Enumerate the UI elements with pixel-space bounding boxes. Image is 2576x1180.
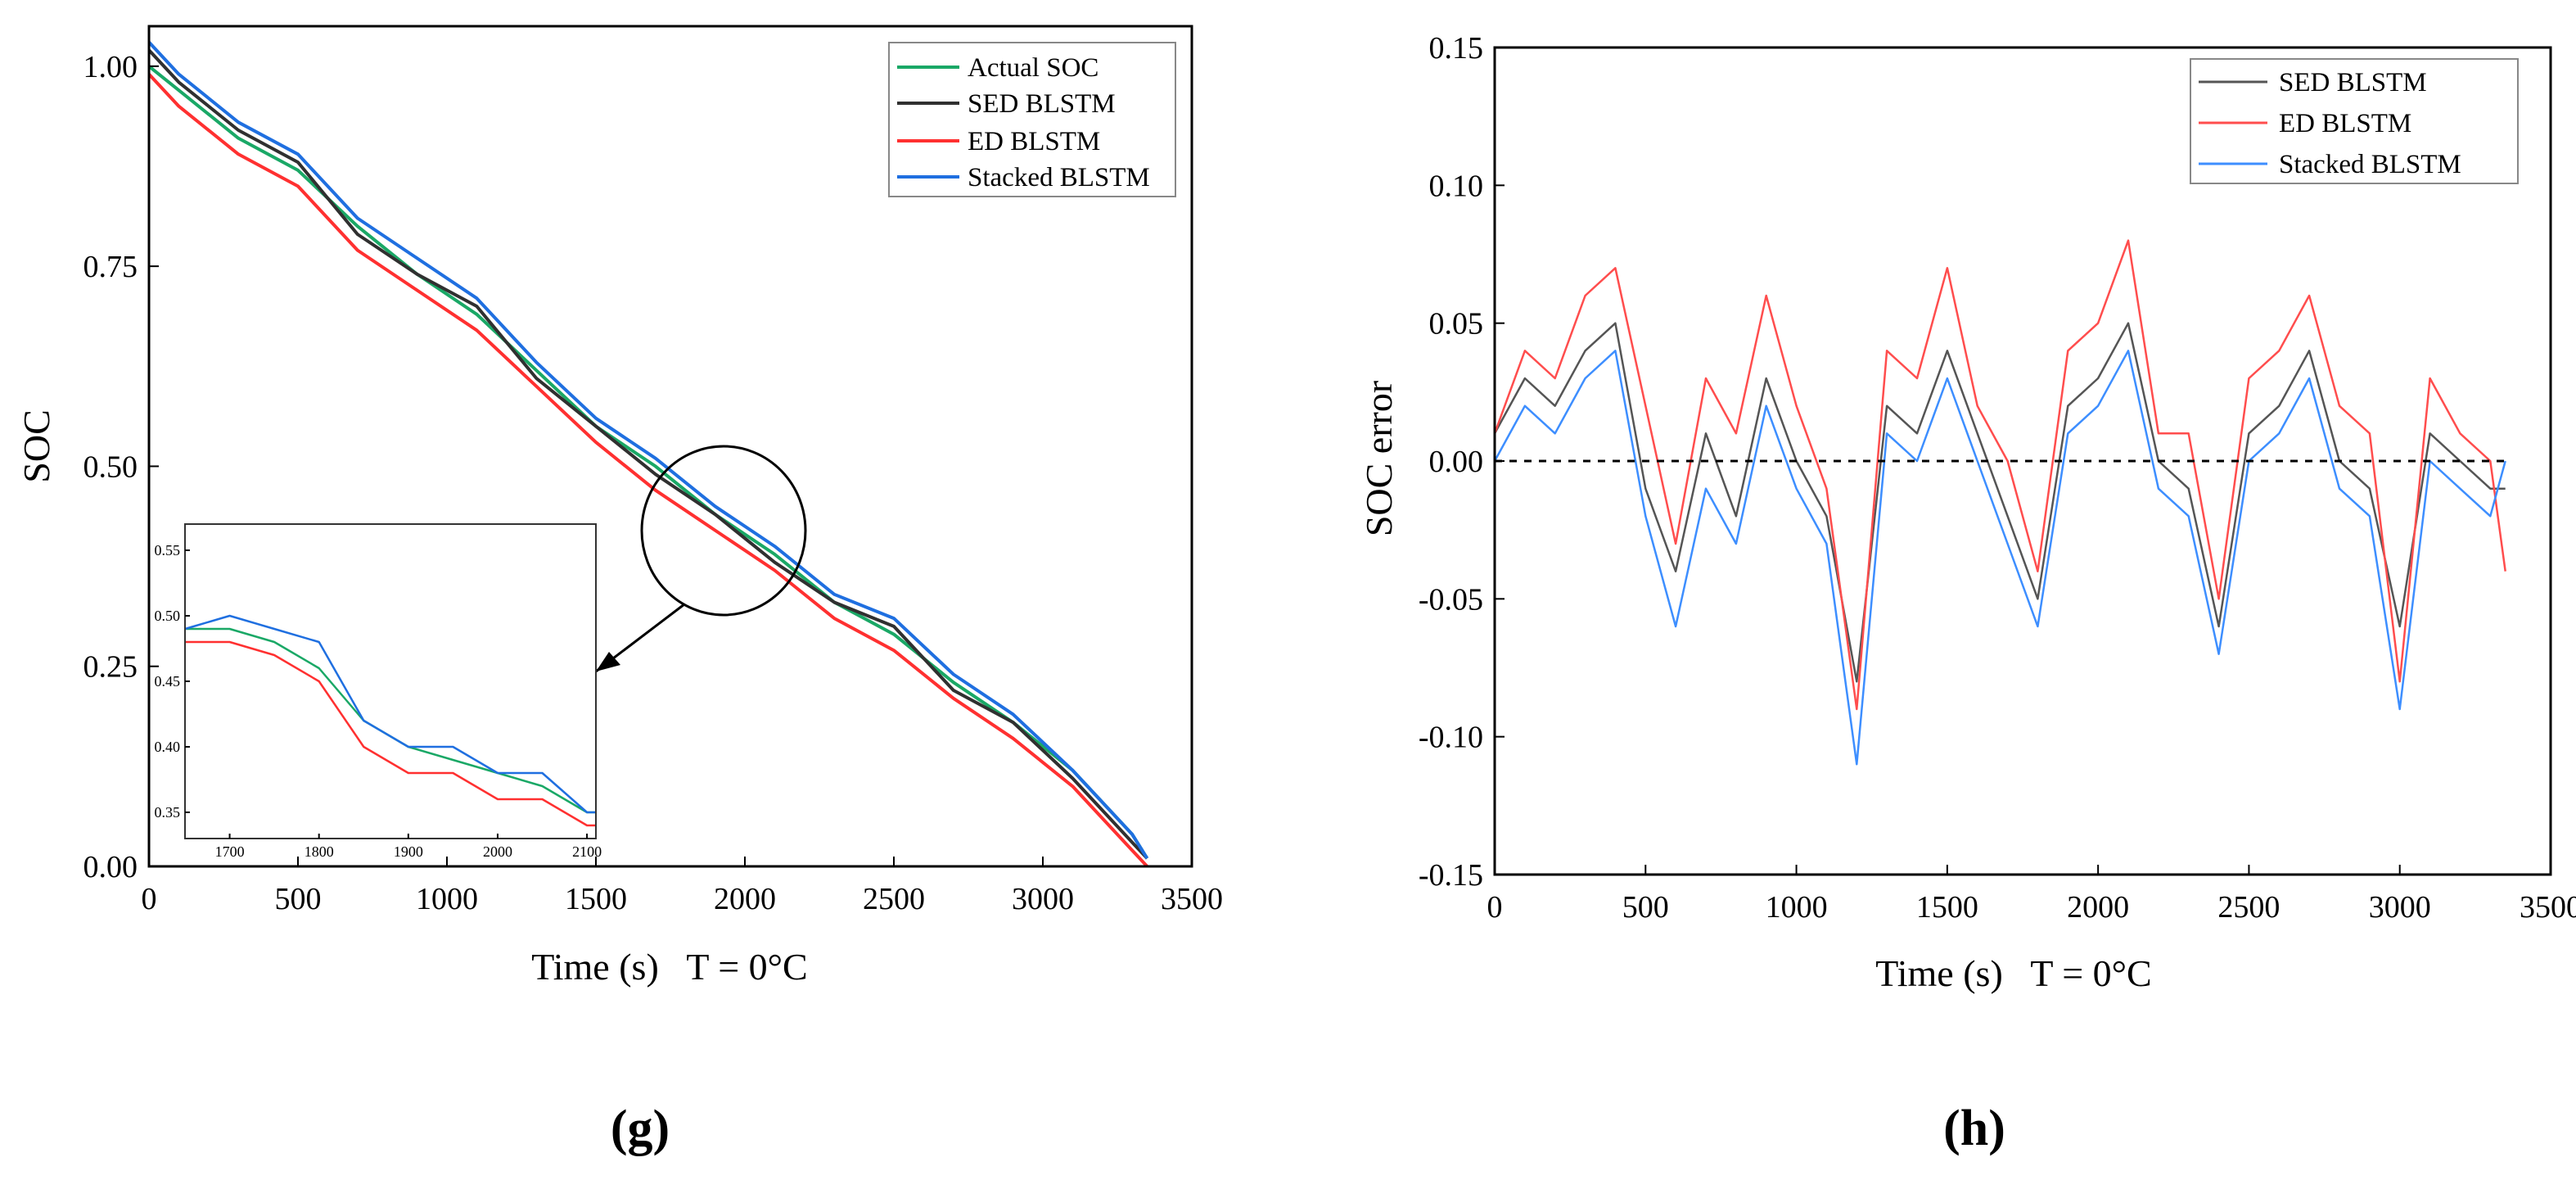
chart-g-xtick-label: 0 <box>142 882 157 916</box>
inset-g-series-ed-blstm <box>185 640 596 827</box>
inset-g-xtick-label: 1700 <box>215 843 245 860</box>
legend-g-label-stacked-blstm: Stacked BLSTM <box>968 163 1150 192</box>
chart-h-xtick-label: 0 <box>1487 890 1503 925</box>
chart-h-ytick-label: -0.10 <box>1419 721 1483 755</box>
chart-h-ticks: 0 500 1000 1500 2000 2500 3000 3500 -0.15 -0.10 -0… <box>1419 31 2576 925</box>
chart-g-series-stacked-blstm <box>147 41 1149 860</box>
chart-h-ylabel: SOC error <box>1358 381 1400 536</box>
chart-h-xtick-label: 1500 <box>1916 890 1978 925</box>
panel-label-g: (g) <box>611 1101 670 1156</box>
legend-g-label-ed-blstm: ED BLSTM <box>968 127 1100 156</box>
chart-h-series-sed-blstm <box>1493 322 2506 683</box>
legend-h-label-sed-blstm: SED BLSTM <box>2279 68 2427 97</box>
chart-g-ylabel: SOC <box>16 409 57 482</box>
inset-g-ytick-label: 0.45 <box>155 673 181 689</box>
zoom-arrowhead <box>596 652 620 671</box>
zoom-circle <box>640 445 807 617</box>
chart-g-xtick-label: 2000 <box>714 882 776 916</box>
chart-g-series-sed-blstm <box>147 48 1148 860</box>
legend-h: SED BLSTM ED BLSTM Stacked BLSTM <box>2190 58 2519 184</box>
inset-g-ticks: 1700 1800 1900 2000 2100 0.35 0.40 0.45 0.50 0.55 <box>155 542 602 860</box>
chart-h-xtick-label: 2500 <box>2217 890 2280 925</box>
inset-g-background <box>185 524 596 839</box>
inset-g-series-layer <box>184 614 596 827</box>
chart-h-series-layer <box>1493 239 2506 766</box>
legend-h-label-stacked-blstm: Stacked BLSTM <box>2279 150 2461 179</box>
inset-g-series-stacked-blstm <box>184 614 596 814</box>
inset-g-ytick-label: 0.55 <box>155 542 181 558</box>
legend-h-label-ed-blstm: ED BLSTM <box>2279 109 2411 138</box>
inset-g-xtick-label: 1900 <box>394 843 423 860</box>
chart-h-xtick-label: 500 <box>1622 890 1669 925</box>
inset-g-xtick-label: 2000 <box>483 843 512 860</box>
chart-g-xtick-label: 2500 <box>863 882 925 916</box>
chart-h-xtick-label: 1000 <box>1766 890 1828 925</box>
chart-h-xlabel: Time (s) T = 0°C <box>1875 952 2151 994</box>
chart-g-ticks: 0 500 1000 1500 2000 2500 3000 3500 0.00 0.25 0.50… <box>83 50 1224 916</box>
chart-h-ytick-label: -0.05 <box>1419 582 1483 617</box>
chart-h: 0 500 1000 1500 2000 2500 3000 3500 -0.15 -0.10 -0… <box>1358 31 2576 1156</box>
chart-g-xtick-label: 500 <box>275 882 322 916</box>
chart-g-ytick-label: 0.75 <box>83 250 138 284</box>
legend-g: Actual SOC SED BLSTM ED BLSTM Stacked BL… <box>888 42 1176 197</box>
chart-h-series-stacked-blstm <box>1493 350 2506 766</box>
inset-g-ytick-label: 0.40 <box>155 739 181 755</box>
inset-g-xtick-label: 2100 <box>572 843 602 860</box>
chart-g-xtick-label: 3500 <box>1161 882 1223 916</box>
chart-h-xtick-label: 2000 <box>2067 890 2129 925</box>
chart-g-ytick-label: 1.00 <box>83 50 138 84</box>
chart-h-ytick-label: -0.15 <box>1419 858 1483 893</box>
chart-g-xtick-label: 1000 <box>416 882 478 916</box>
legend-g-label-actual-soc: Actual SOC <box>968 53 1099 83</box>
chart-h-xtick-label: 3500 <box>2520 890 2576 925</box>
chart-h-ytick-label: 0.05 <box>1429 307 1484 341</box>
inset-g-ytick-label: 0.35 <box>155 804 181 821</box>
chart-g-xtick-label: 3000 <box>1012 882 1074 916</box>
chart-h-ytick-label: 0.10 <box>1429 169 1484 203</box>
chart-h-series-ed-blstm <box>1493 239 2506 711</box>
inset-g-ytick-label: 0.50 <box>155 608 181 624</box>
inset-g: 1700 1800 1900 2000 2100 0.35 0.40 0.45 0.50 0.55 <box>155 523 602 860</box>
chart-h-ytick-label: 0.00 <box>1429 445 1484 479</box>
chart-g-frame <box>147 25 1193 868</box>
inset-g-xtick-label: 1800 <box>305 843 334 860</box>
chart-g-ytick-label: 0.00 <box>83 850 138 884</box>
chart-g-series-layer <box>147 41 1149 868</box>
chart-g-xlabel: Time (s) T = 0°C <box>531 946 807 988</box>
panel-label-h: (h) <box>1943 1101 2005 1156</box>
chart-g-ytick-label: 0.50 <box>83 450 138 484</box>
chart-g-series-ed-blstm <box>147 73 1148 868</box>
chart-g-xtick-label: 1500 <box>565 882 627 916</box>
chart-g-ytick-label: 0.25 <box>83 650 138 685</box>
chart-h-xtick-label: 3000 <box>2369 890 2431 925</box>
legend-g-label-sed-blstm: SED BLSTM <box>968 89 1116 119</box>
chart-h-ytick-label: 0.15 <box>1429 31 1484 66</box>
chart-g: 0 500 1000 1500 2000 2500 3000 3500 0.00 0.25 0.50… <box>16 25 1224 1156</box>
